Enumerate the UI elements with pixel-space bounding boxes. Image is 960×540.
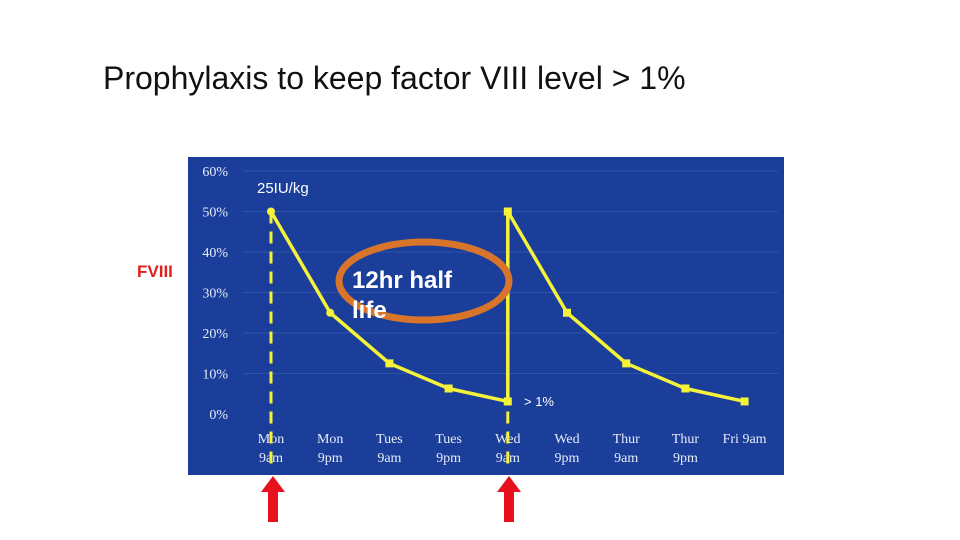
x-tick-label: Fri 9am <box>723 432 767 447</box>
x-tick-label: Thur <box>672 432 700 447</box>
y-tick-label: 20% <box>202 327 228 342</box>
slide-title: Prophylaxis to keep factor VIII level > … <box>103 60 686 96</box>
x-tick-label: Wed <box>554 432 579 447</box>
x-tick-label: Tues <box>376 432 403 447</box>
y-tick-label: 50% <box>202 206 228 221</box>
x-tick-label: Thur <box>613 432 641 447</box>
x-tick-label: Mon <box>317 432 343 447</box>
x-tick-label: 9pm <box>673 451 698 466</box>
dose-annotation: 25IU/kg <box>257 180 309 197</box>
data-point <box>740 397 749 406</box>
y-tick-label: 0% <box>209 408 228 423</box>
half-life-annotation: 12hr half <box>352 267 453 294</box>
data-point <box>385 359 394 368</box>
x-tick-label: 9pm <box>436 451 461 466</box>
data-point <box>444 384 453 393</box>
y-tick-labels: 0% 10% 20% 30% 40% 50% 60% <box>202 165 228 423</box>
y-tick-label: 60% <box>202 165 228 180</box>
chart-panel <box>188 157 784 475</box>
y-tick-label: 40% <box>202 246 228 261</box>
data-point <box>681 384 690 393</box>
half-life-annotation-cont: life <box>352 297 387 324</box>
x-tick-label: 9am <box>377 451 401 466</box>
x-tick-label: Tues <box>435 432 462 447</box>
series-line <box>269 209 745 404</box>
y-tick-label: 30% <box>202 287 228 302</box>
x-tick-label: 9pm <box>318 451 343 466</box>
dose-arrow-wed <box>497 476 521 522</box>
series-layer <box>267 207 749 406</box>
dose-arrow-mon <box>261 476 285 522</box>
data-point <box>326 308 335 317</box>
y-tick-label: 10% <box>202 368 228 383</box>
x-tick-label: 9am <box>614 451 638 466</box>
data-point <box>503 397 512 406</box>
data-point <box>622 359 631 368</box>
fviii-axis-label: FVIII <box>137 262 173 281</box>
data-point <box>267 207 275 216</box>
data-point <box>503 207 512 216</box>
threshold-annotation: > 1% <box>524 394 554 409</box>
x-tick-labels: Mon9amMon9pmTues9amTues9pmWed9amWed9pmTh… <box>258 432 767 466</box>
x-tick-label: 9pm <box>555 451 580 466</box>
data-point <box>563 308 571 317</box>
half-life-ellipse <box>335 238 513 324</box>
